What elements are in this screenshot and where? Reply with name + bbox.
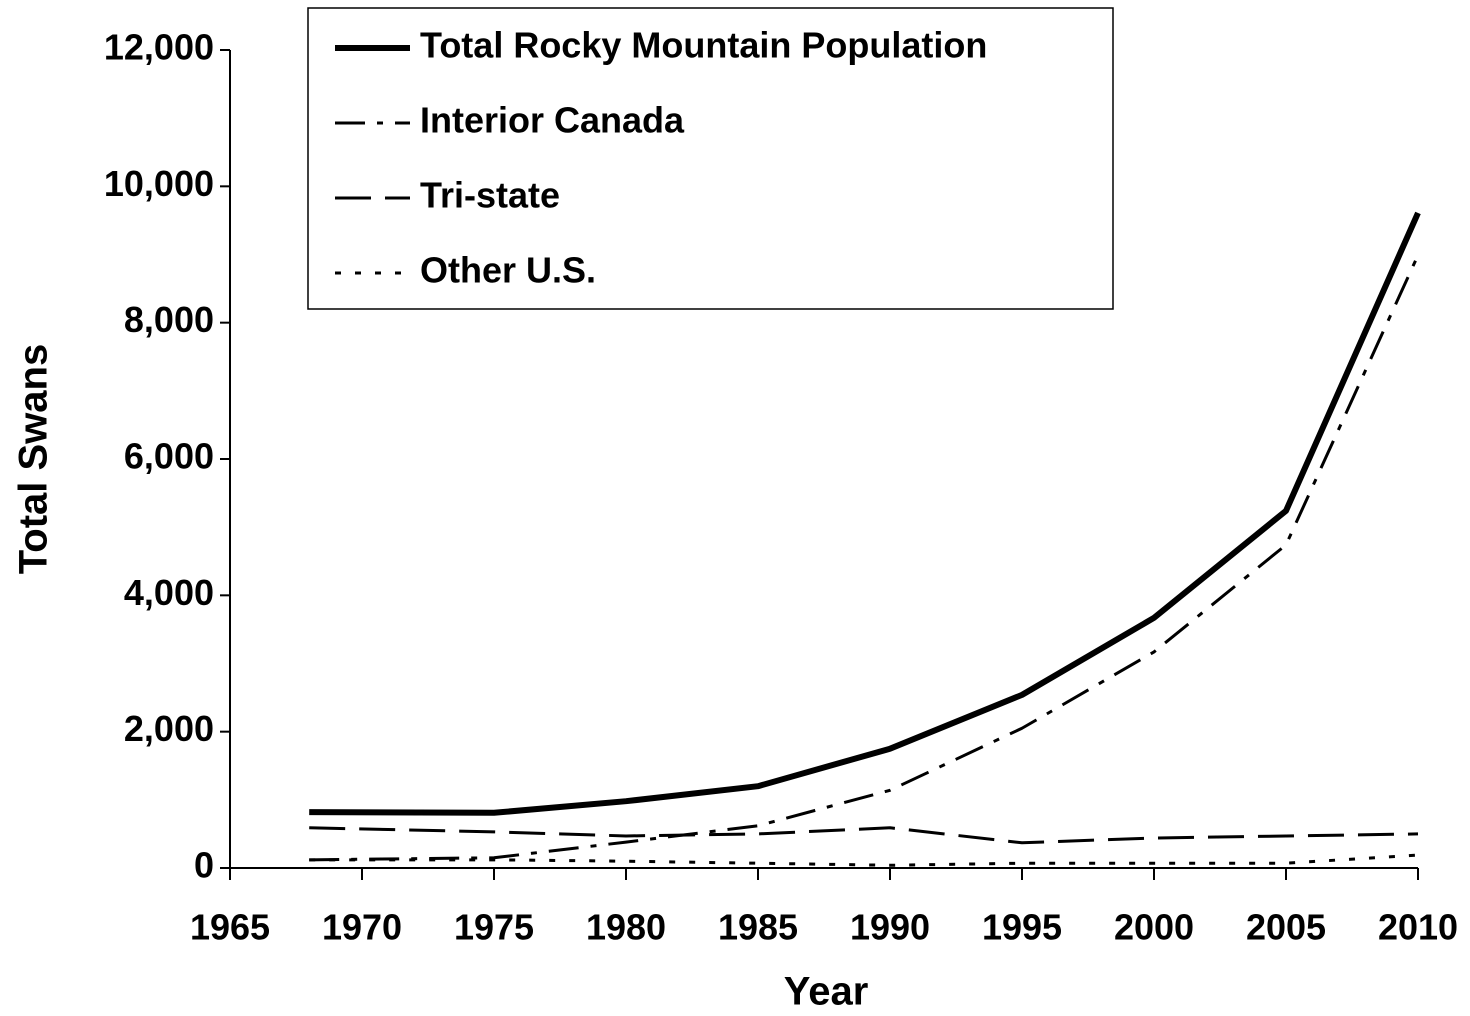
y-tick-label: 10,000 xyxy=(104,163,214,204)
x-tick-label: 1990 xyxy=(850,907,930,948)
series-line xyxy=(309,853,1419,867)
series-line xyxy=(309,211,1421,816)
x-tick-label: 2000 xyxy=(1114,907,1194,948)
series-line xyxy=(309,254,1420,862)
x-tick-label: 2010 xyxy=(1378,907,1458,948)
series-line xyxy=(309,826,1419,845)
y-tick-label: 4,000 xyxy=(124,572,214,613)
x-tick-label: 1985 xyxy=(718,907,798,948)
legend-label: Tri-state xyxy=(420,175,560,216)
legend-label: Interior Canada xyxy=(420,100,685,141)
x-tick-label: 1995 xyxy=(982,907,1062,948)
legend-label: Total Rocky Mountain Population xyxy=(420,25,987,66)
y-tick-label: 0 xyxy=(194,845,214,886)
x-tick-label: 1980 xyxy=(586,907,666,948)
x-axis-title: Year xyxy=(784,970,869,1014)
y-tick-label: 12,000 xyxy=(104,27,214,68)
x-tick-label: 1970 xyxy=(322,907,402,948)
y-tick-label: 6,000 xyxy=(124,436,214,477)
legend-label: Other U.S. xyxy=(420,250,596,291)
x-tick-label: 2005 xyxy=(1246,907,1326,948)
y-axis-title: Total Swans xyxy=(12,344,56,574)
x-tick-label: 1965 xyxy=(190,907,270,948)
x-tick-label: 1975 xyxy=(454,907,534,948)
y-tick-label: 8,000 xyxy=(124,299,214,340)
legend-box xyxy=(307,7,1114,310)
y-tick-label: 2,000 xyxy=(124,708,214,749)
